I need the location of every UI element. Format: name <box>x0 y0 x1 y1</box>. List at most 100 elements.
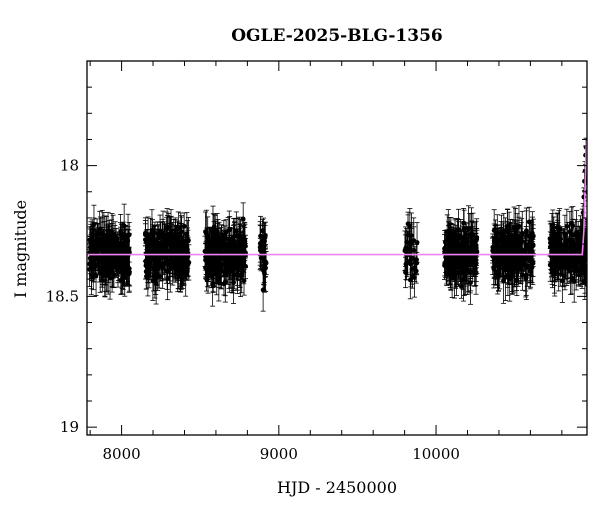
data-marker <box>114 262 120 268</box>
data-marker <box>224 262 229 268</box>
data-marker <box>95 239 101 245</box>
data-point <box>159 235 165 281</box>
data-point <box>411 257 417 298</box>
data-marker <box>117 247 123 253</box>
data-point <box>174 239 180 276</box>
chart-title: OGLE-2025-BLG-1356 <box>231 26 443 46</box>
data-marker <box>235 233 241 239</box>
data-marker <box>260 228 265 234</box>
data-marker <box>183 244 189 250</box>
data-point <box>262 224 268 251</box>
data-marker <box>226 227 232 233</box>
data-marker <box>172 235 178 240</box>
data-point <box>405 211 411 236</box>
data-point <box>89 240 95 281</box>
data-marker <box>160 231 166 237</box>
data-marker <box>163 260 169 266</box>
data-marker <box>149 247 155 253</box>
data-marker <box>122 236 127 242</box>
data-marker <box>240 216 246 222</box>
data-point <box>160 210 166 257</box>
data-marker <box>225 248 231 254</box>
data-marker <box>164 268 170 274</box>
data-point <box>206 237 212 277</box>
data-marker <box>206 254 212 260</box>
data-marker <box>93 273 99 278</box>
data-marker <box>120 270 126 276</box>
data-series <box>87 137 587 312</box>
data-marker <box>91 262 97 268</box>
data-marker <box>462 248 468 254</box>
data-marker <box>145 246 151 252</box>
data-point <box>211 221 217 245</box>
data-marker <box>89 258 95 263</box>
data-marker <box>110 265 116 271</box>
data-point <box>117 228 123 271</box>
data-point <box>183 231 189 262</box>
data-marker <box>182 261 187 267</box>
data-marker <box>179 229 185 235</box>
data-marker <box>456 263 462 269</box>
data-point <box>402 230 408 272</box>
data-marker <box>122 249 128 255</box>
data-point <box>403 256 409 289</box>
data-marker <box>181 223 187 229</box>
data-point <box>226 210 232 250</box>
data-marker <box>203 231 209 237</box>
data-point <box>407 251 413 276</box>
data-marker <box>414 240 420 245</box>
data-point <box>225 239 231 262</box>
data-marker <box>181 241 186 246</box>
data-marker <box>261 267 267 273</box>
data-point <box>166 235 172 267</box>
data-point <box>414 222 420 263</box>
data-marker <box>402 248 408 254</box>
data-marker <box>151 273 156 279</box>
data-marker <box>211 230 217 236</box>
data-marker <box>454 237 460 243</box>
data-marker <box>449 275 455 281</box>
data-marker <box>444 263 450 269</box>
data-marker <box>174 255 179 260</box>
data-marker <box>178 259 183 265</box>
data-marker <box>214 256 220 262</box>
plot-area <box>87 137 587 312</box>
data-point <box>172 232 178 267</box>
data-marker <box>99 231 105 237</box>
data-marker <box>231 262 237 267</box>
data-marker <box>93 248 99 254</box>
data-marker <box>150 278 156 284</box>
data-marker <box>262 235 268 240</box>
data-marker <box>442 246 447 252</box>
data-point <box>169 228 175 258</box>
data-marker <box>239 260 245 266</box>
data-marker <box>102 255 108 261</box>
data-point <box>164 252 170 290</box>
data-marker <box>461 226 467 232</box>
data-marker <box>184 231 190 237</box>
data-marker <box>263 260 269 266</box>
data-marker <box>408 261 413 266</box>
data-point <box>177 239 183 285</box>
data-point <box>164 211 170 246</box>
data-marker <box>172 247 178 252</box>
data-point <box>239 252 245 275</box>
data-marker <box>470 234 476 239</box>
data-point <box>145 232 151 265</box>
data-point <box>102 238 108 277</box>
data-marker <box>106 239 112 245</box>
data-point <box>235 217 241 254</box>
data-point <box>258 215 264 257</box>
data-marker <box>462 235 468 241</box>
data-marker <box>204 250 210 255</box>
data-point <box>110 214 116 254</box>
data-marker <box>448 245 454 251</box>
data-marker <box>159 255 165 261</box>
data-point <box>214 235 220 284</box>
data-marker <box>231 280 236 286</box>
data-point <box>242 234 248 258</box>
data-marker <box>164 226 170 232</box>
data-marker <box>103 268 108 274</box>
data-marker <box>210 259 216 265</box>
data-point <box>204 237 210 268</box>
